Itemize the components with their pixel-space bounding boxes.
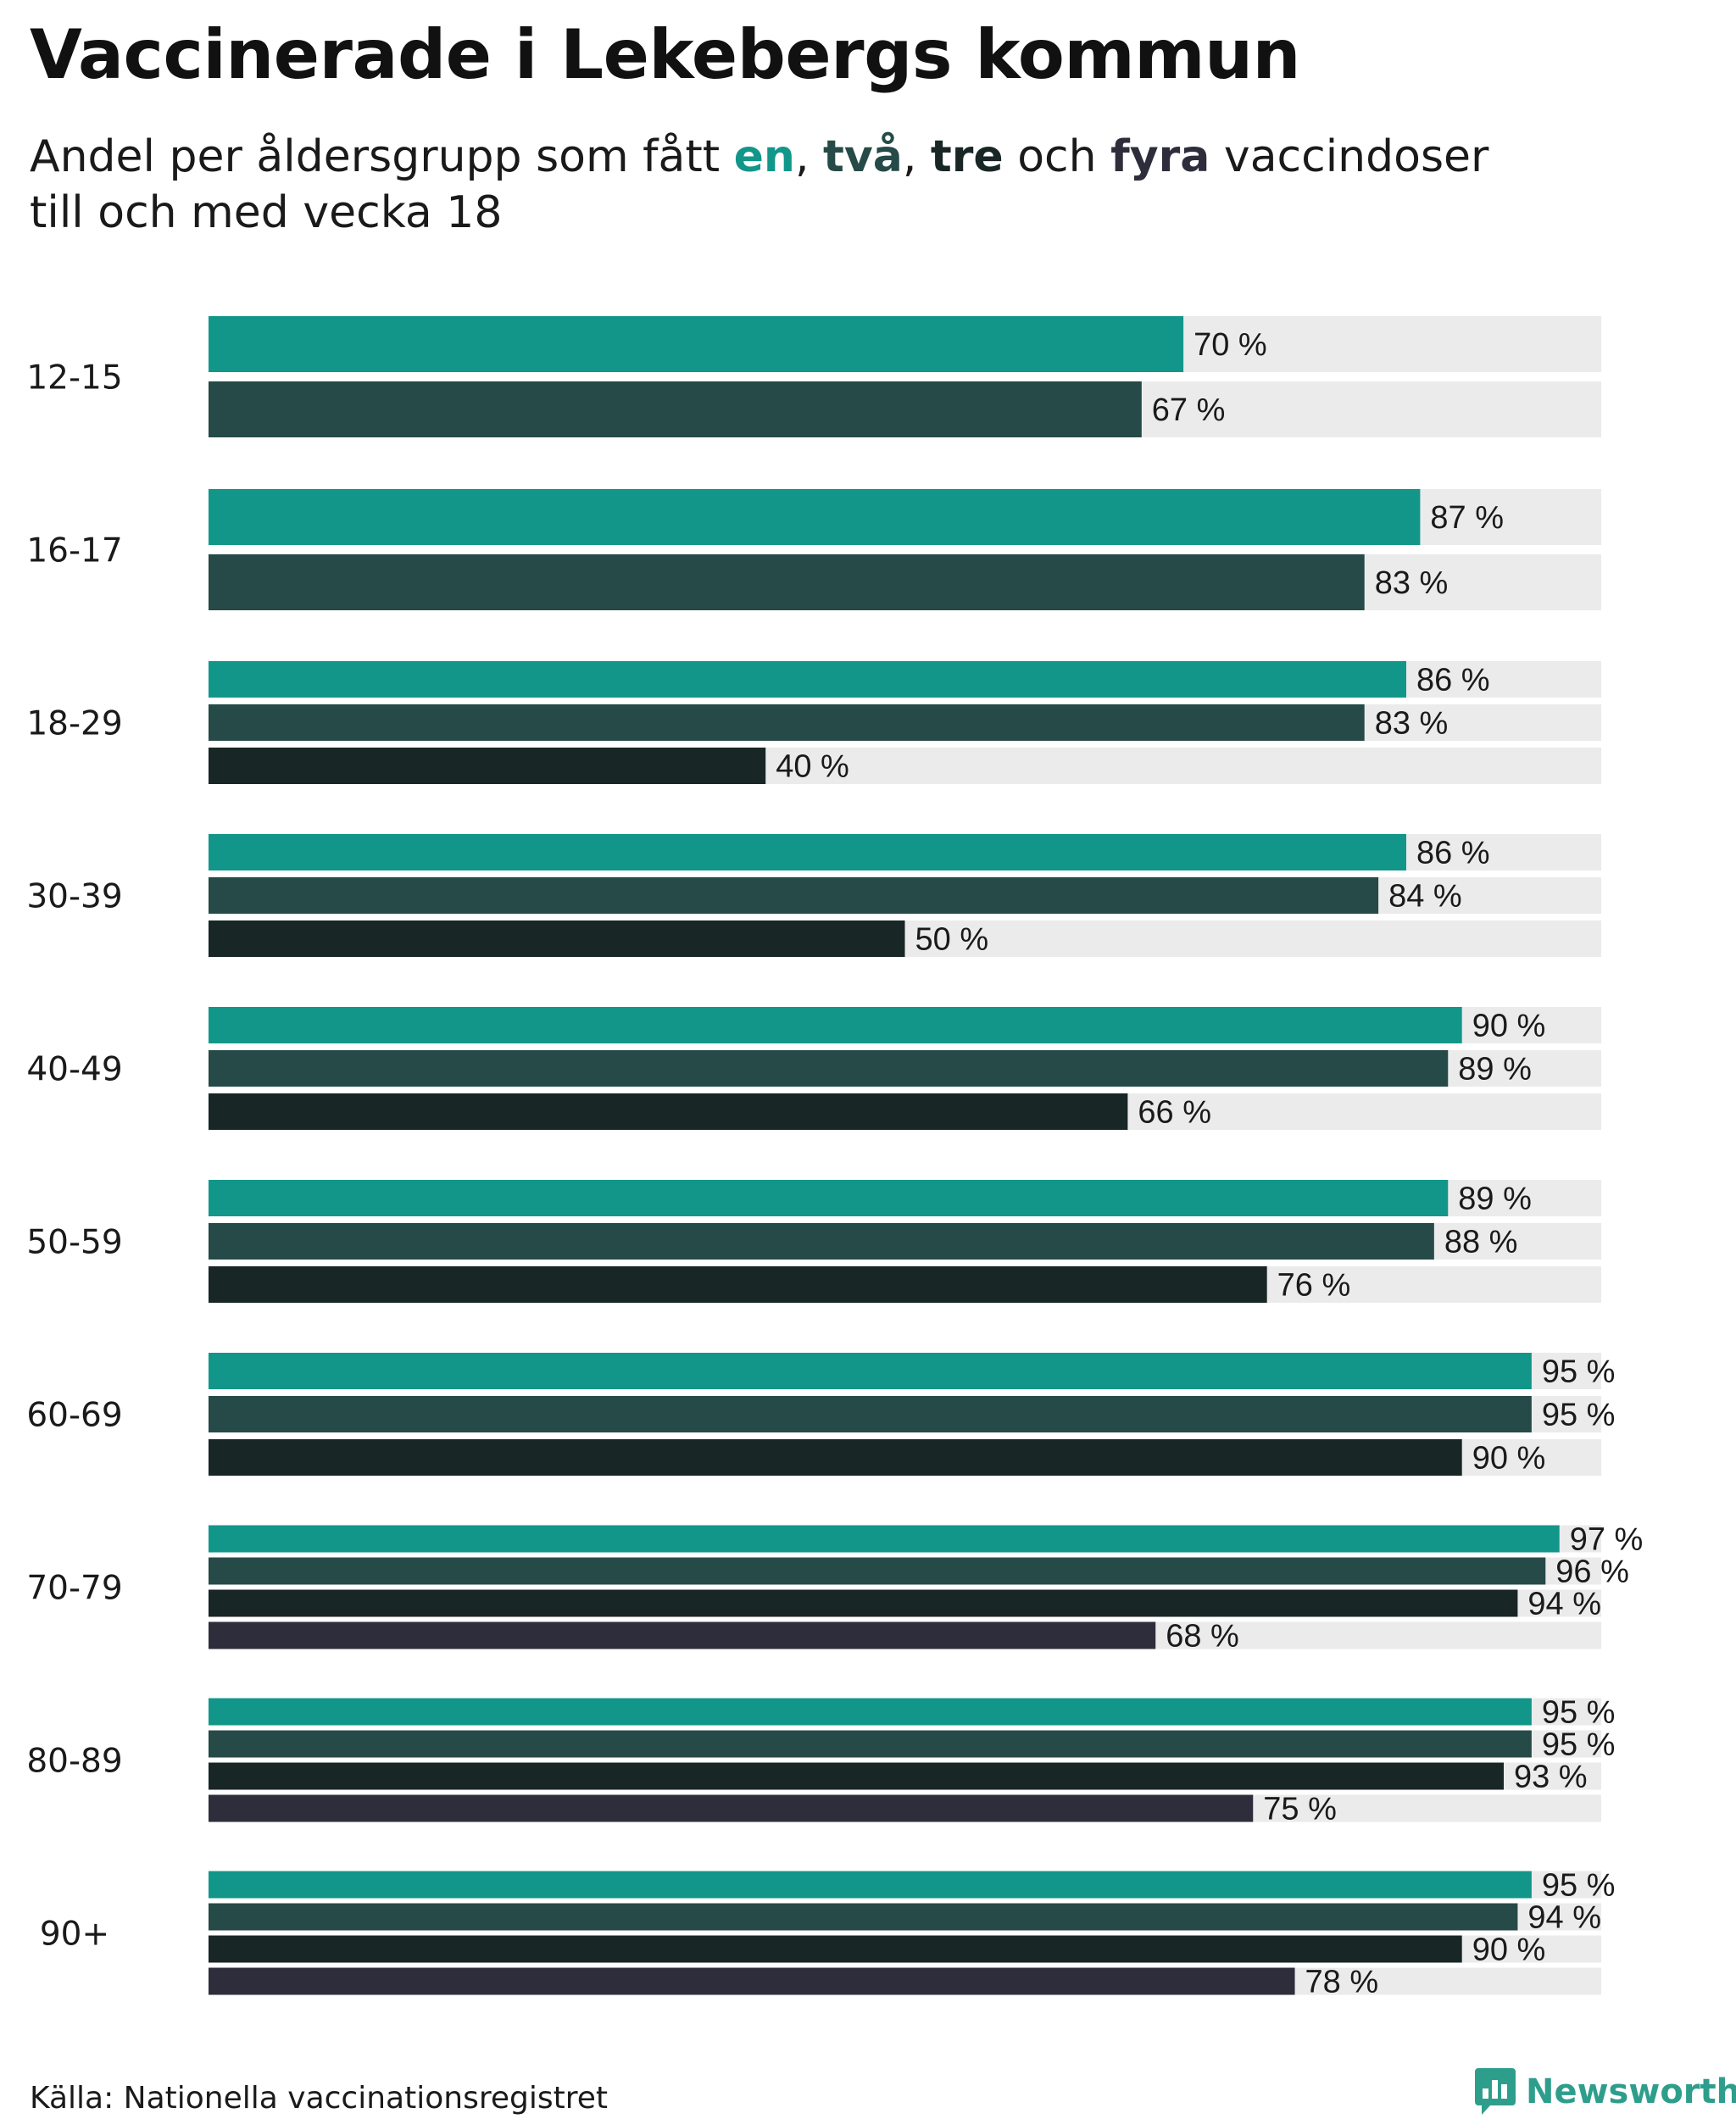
value-label: 67 % xyxy=(1152,392,1226,428)
bar-90+-four-doses xyxy=(209,1967,1295,1995)
subtitle-line-2: till och med vecka 18 xyxy=(30,187,503,238)
bar-60-69-three-doses xyxy=(209,1439,1462,1476)
value-label: 78 % xyxy=(1305,1965,1379,2000)
group-label-90+: 90+ xyxy=(40,1916,109,1954)
bar-70-79-three-doses xyxy=(209,1589,1518,1617)
bar-50-59-three-doses xyxy=(209,1266,1267,1303)
source-note: Källa: Nationella vaccinationsregistret xyxy=(30,2081,608,2116)
bar-50-59-one-dose xyxy=(209,1180,1449,1216)
bar-50-59-two-doses xyxy=(209,1223,1434,1260)
value-label: 95 % xyxy=(1542,1398,1616,1433)
bar-30-39-one-dose xyxy=(209,834,1406,870)
value-label: 95 % xyxy=(1542,1868,1616,1904)
bar-80-89-one-dose xyxy=(209,1698,1532,1726)
value-label: 83 % xyxy=(1375,706,1449,742)
group-label-50-59: 50-59 xyxy=(26,1224,122,1262)
group-label-40-49: 40-49 xyxy=(26,1051,122,1089)
bar-30-39-two-doses xyxy=(209,877,1379,914)
value-label: 90 % xyxy=(1472,1009,1546,1044)
bar-60-69-two-doses xyxy=(209,1396,1532,1432)
bar-80-89-four-doses xyxy=(209,1794,1254,1822)
value-label: 76 % xyxy=(1277,1268,1351,1304)
value-label: 87 % xyxy=(1430,500,1504,536)
group-label-16-17: 16-17 xyxy=(26,532,122,570)
legend-key-one-dose: en xyxy=(733,131,795,182)
bar-40-49-one-dose xyxy=(209,1007,1462,1043)
legend-key-two-doses: två xyxy=(823,131,903,182)
value-label: 88 % xyxy=(1444,1225,1518,1260)
bar-40-49-two-doses xyxy=(209,1050,1449,1087)
bar-12-15-two-doses xyxy=(209,381,1142,437)
value-label: 94 % xyxy=(1527,1587,1601,1622)
value-label: 93 % xyxy=(1514,1760,1588,1795)
subtitle-separator: , xyxy=(902,131,931,182)
bar-16-17-one-dose xyxy=(209,489,1421,545)
value-label: 50 % xyxy=(915,922,989,958)
value-label: 86 % xyxy=(1416,663,1490,698)
bar-60-69-one-dose xyxy=(209,1353,1532,1389)
subtitle-suffix: vaccindoser xyxy=(1210,131,1489,182)
bar-30-39-three-doses xyxy=(209,920,905,957)
value-label: 89 % xyxy=(1458,1052,1532,1087)
group-label-70-79: 70-79 xyxy=(26,1570,122,1608)
value-label: 90 % xyxy=(1472,1441,1546,1477)
subtitle-prefix: Andel per åldersgrupp som fått xyxy=(30,131,734,182)
chart-title: Vaccinerade i Lekebergs kommun xyxy=(30,15,1300,94)
value-label: 40 % xyxy=(776,749,849,785)
bar-18-29-three-doses xyxy=(209,748,766,784)
value-label: 84 % xyxy=(1388,879,1462,915)
bar-70-79-one-dose xyxy=(209,1525,1560,1553)
bar-80-89-three-doses xyxy=(209,1762,1504,1790)
bar-18-29-two-doses xyxy=(209,704,1365,741)
bar-70-79-two-doses xyxy=(209,1557,1546,1585)
subtitle-separator: , xyxy=(794,131,824,182)
value-label: 95 % xyxy=(1542,1354,1616,1390)
group-label-12-15: 12-15 xyxy=(26,359,122,398)
bar-90+-one-dose xyxy=(209,1871,1532,1899)
value-label: 66 % xyxy=(1138,1095,1211,1131)
bar-16-17-two-doses xyxy=(209,554,1365,610)
value-label: 96 % xyxy=(1555,1554,1629,1590)
bar-40-49-three-doses xyxy=(209,1093,1128,1130)
bar-70-79-four-doses xyxy=(209,1621,1156,1649)
brand-logo: Newsworthy xyxy=(1475,2068,1736,2116)
value-label: 70 % xyxy=(1194,327,1267,363)
group-label-30-39: 30-39 xyxy=(26,878,122,916)
group-label-18-29: 18-29 xyxy=(26,705,122,743)
bar-90+-three-doses xyxy=(209,1935,1462,1963)
subtitle-separator: och xyxy=(1003,131,1111,182)
bar-18-29-one-dose xyxy=(209,661,1406,698)
value-label: 95 % xyxy=(1542,1695,1616,1731)
bar-90+-two-doses xyxy=(209,1903,1518,1931)
value-label: 75 % xyxy=(1263,1792,1337,1827)
value-label: 86 % xyxy=(1416,836,1490,871)
chart-subtitle: Andel per åldersgrupp som fått en, två, … xyxy=(30,129,1640,241)
legend-key-four-doses: fyra xyxy=(1110,131,1210,182)
brand-name: Newsworthy xyxy=(1526,2072,1736,2111)
group-label-80-89: 80-89 xyxy=(26,1743,122,1781)
bar-chart: 12-15 70 % 67 % 16-17 87 % 83 % 18-29 86 % 83 % 4… xyxy=(26,316,1644,2000)
group-label-60-69: 60-69 xyxy=(26,1397,122,1435)
value-label: 90 % xyxy=(1472,1933,1546,1968)
value-label: 89 % xyxy=(1458,1182,1532,1217)
value-label: 68 % xyxy=(1166,1619,1239,1655)
legend-key-three-doses: tre xyxy=(930,131,1004,182)
value-label: 95 % xyxy=(1542,1727,1616,1763)
value-label: 94 % xyxy=(1527,1900,1601,1936)
bar-80-89-two-doses xyxy=(209,1730,1532,1758)
bar-12-15-one-dose xyxy=(209,316,1184,372)
value-label: 97 % xyxy=(1570,1522,1644,1558)
newsworthy-logo-icon xyxy=(1475,2068,1516,2115)
value-label: 83 % xyxy=(1375,565,1449,601)
